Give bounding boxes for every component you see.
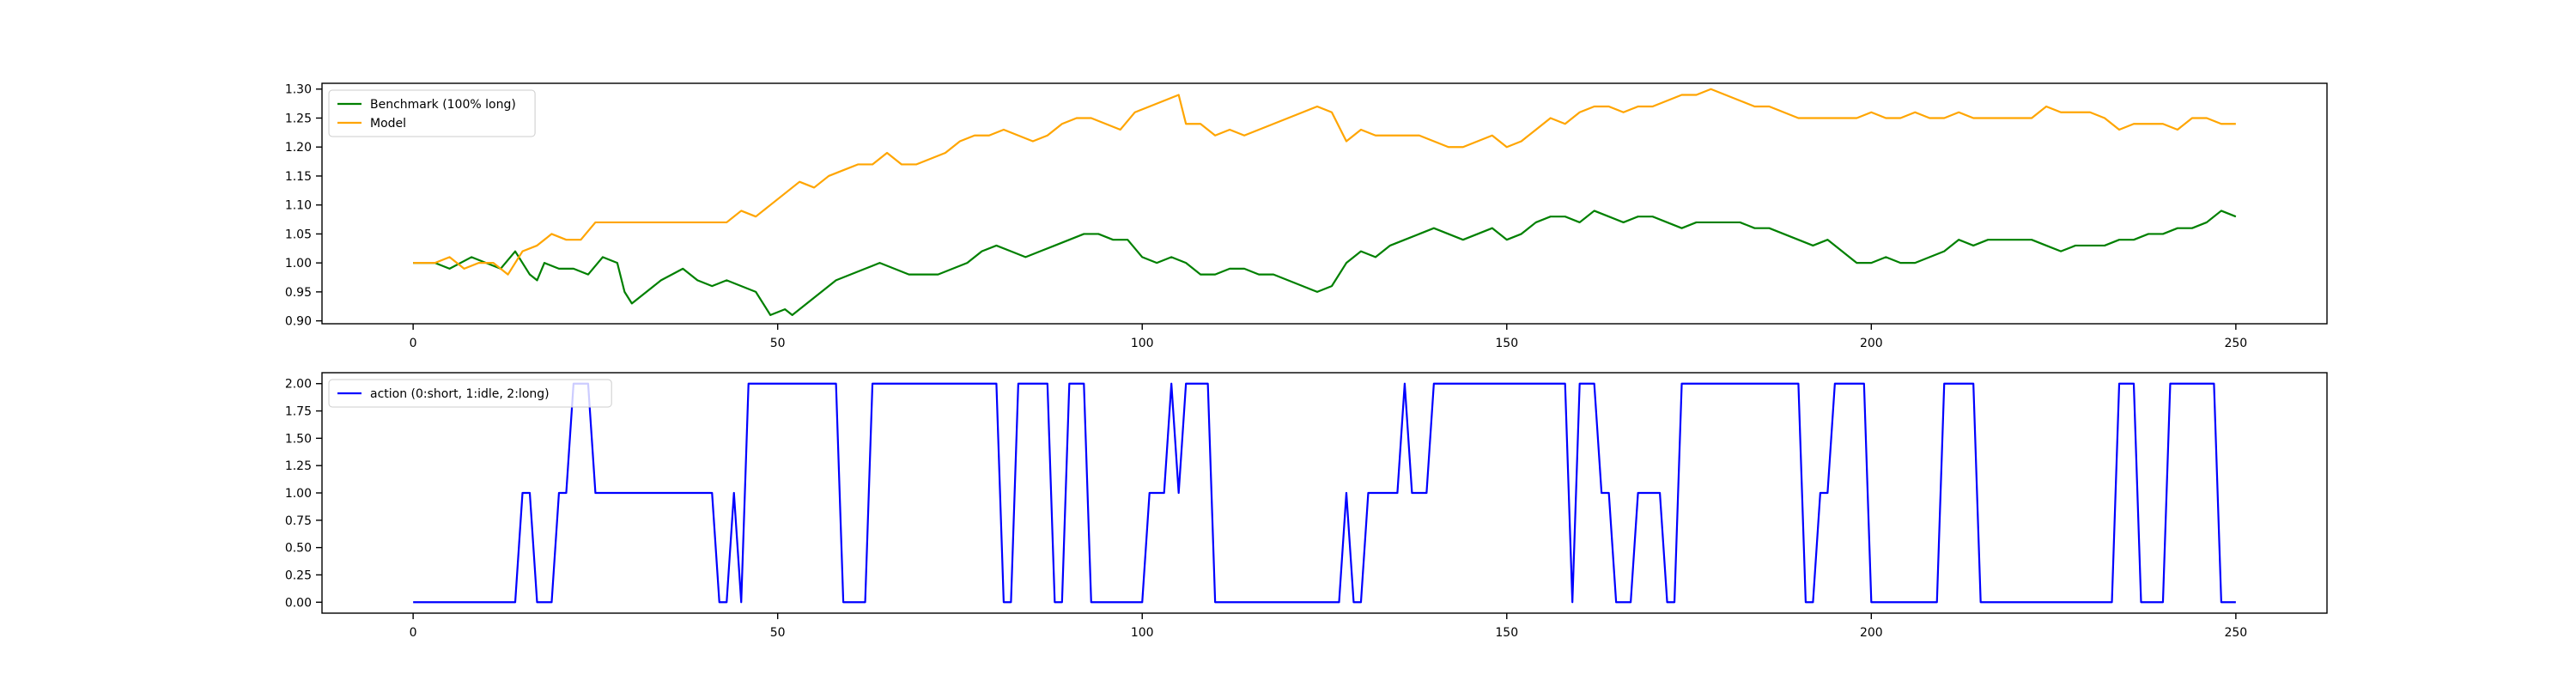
x-tick-label: 200 xyxy=(1860,337,1883,350)
y-tick-label: 1.75 xyxy=(285,405,312,419)
series-line xyxy=(413,88,2236,276)
legend-label: Model xyxy=(370,117,406,131)
y-tick-label: 0.50 xyxy=(285,542,312,556)
y-tick-label: 0.95 xyxy=(285,286,312,300)
benchmark-model-chart: 0 50 100 150 200 250 0.90 0.95 1.00 1.05 1.10 1.15 1… xyxy=(285,82,2328,350)
y-tick-label: 2.00 xyxy=(285,378,312,392)
y-tick-label: 1.50 xyxy=(285,432,312,446)
series-line xyxy=(413,210,2237,316)
action-chart: 0 50 100 150 200 250 0.00 0.25 0.50 0.75 1.00 1.25 1… xyxy=(285,372,2328,640)
y-tick-label: 0.75 xyxy=(285,514,312,528)
y-tick-label: 1.30 xyxy=(285,83,312,97)
legend xyxy=(328,379,612,408)
x-tick-label: 150 xyxy=(1495,337,1518,350)
y-tick-label: 1.25 xyxy=(285,459,312,473)
legend xyxy=(328,89,536,137)
legend-label: Benchmark (100% long) xyxy=(370,98,516,112)
axes-frame xyxy=(321,82,2328,325)
x-tick-label: 200 xyxy=(1860,626,1883,640)
y-tick-label: 1.05 xyxy=(285,228,312,241)
y-tick-label: 0.00 xyxy=(285,596,312,610)
x-tick-label: 250 xyxy=(2224,337,2247,350)
legend-label: action (0:short, 1:idle, 2:long) xyxy=(370,387,550,401)
x-tick-label: 0 xyxy=(410,626,417,640)
x-tick-label: 0 xyxy=(410,337,417,350)
x-tick-label: 50 xyxy=(770,337,786,350)
y-tick-label: 1.15 xyxy=(285,170,312,184)
y-tick-label: 0.90 xyxy=(285,315,312,329)
x-tick-label: 100 xyxy=(1131,626,1154,640)
x-tick-label: 250 xyxy=(2224,626,2247,640)
y-tick-label: 1.10 xyxy=(285,199,312,213)
y-tick-label: 0.25 xyxy=(285,568,312,582)
y-tick-label: 1.00 xyxy=(285,487,312,501)
x-tick-label: 50 xyxy=(770,626,786,640)
y-tick-label: 1.00 xyxy=(285,257,312,271)
x-tick-label: 100 xyxy=(1131,337,1154,350)
series-line xyxy=(413,382,2236,604)
x-tick-label: 150 xyxy=(1495,626,1518,640)
y-tick-label: 1.20 xyxy=(285,141,312,155)
y-tick-label: 1.25 xyxy=(285,112,312,125)
